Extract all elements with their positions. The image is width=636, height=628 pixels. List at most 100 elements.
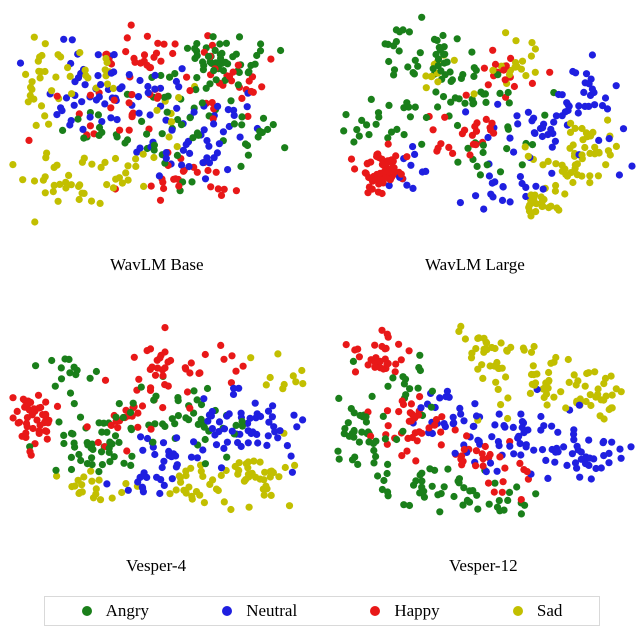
- point-sad: [531, 68, 539, 76]
- point-neutral: [409, 143, 417, 151]
- point-neutral: [94, 51, 102, 59]
- point-sad: [561, 190, 569, 198]
- legend-label-angry: Angry: [105, 601, 150, 620]
- point-angry: [350, 138, 358, 146]
- point-neutral: [74, 74, 83, 82]
- point-neutral: [599, 439, 607, 447]
- point-sad: [88, 160, 96, 168]
- point-happy: [267, 55, 275, 63]
- point-sad: [604, 116, 612, 124]
- point-happy: [438, 413, 446, 421]
- point-happy: [347, 155, 356, 163]
- point-angry: [200, 423, 208, 431]
- point-angry: [434, 491, 442, 499]
- point-angry: [235, 33, 244, 41]
- point-angry: [259, 114, 268, 122]
- point-happy: [227, 379, 235, 387]
- point-angry: [470, 72, 478, 80]
- point-neutral: [136, 144, 144, 152]
- point-angry: [404, 63, 412, 71]
- point-neutral: [576, 473, 584, 481]
- point-happy: [232, 187, 240, 195]
- point-sad: [68, 90, 76, 98]
- point-happy: [212, 168, 220, 176]
- point-neutral: [199, 159, 207, 167]
- point-sad: [504, 394, 512, 402]
- point-sad: [28, 78, 36, 86]
- point-sad: [266, 373, 274, 382]
- point-sad: [479, 374, 487, 382]
- point-sad: [175, 94, 183, 102]
- point-neutral: [417, 404, 425, 412]
- point-sad: [524, 152, 532, 160]
- point-angry: [504, 88, 512, 97]
- point-happy: [395, 340, 403, 348]
- point-happy: [35, 427, 43, 435]
- point-happy: [156, 196, 165, 204]
- point-angry: [541, 111, 549, 119]
- point-neutral: [116, 85, 124, 93]
- point-angry: [88, 454, 96, 462]
- point-angry: [370, 446, 378, 455]
- point-neutral: [299, 416, 307, 424]
- point-angry: [186, 114, 194, 122]
- point-happy: [33, 416, 41, 424]
- point-sad: [545, 204, 553, 212]
- point-angry: [67, 465, 76, 474]
- point-sad: [527, 348, 536, 356]
- point-happy: [392, 152, 400, 160]
- point-happy: [481, 442, 489, 451]
- point-neutral: [509, 148, 518, 156]
- point-neutral: [436, 394, 444, 402]
- point-sad: [422, 72, 430, 80]
- point-happy: [463, 432, 471, 440]
- point-happy: [459, 457, 467, 465]
- point-angry: [390, 71, 398, 79]
- point-angry: [256, 47, 265, 55]
- point-sad: [470, 90, 478, 98]
- point-angry: [164, 92, 172, 100]
- point-neutral: [98, 118, 106, 126]
- point-sad: [89, 494, 98, 502]
- point-happy: [418, 429, 426, 437]
- point-angry: [171, 70, 179, 78]
- point-sad: [558, 161, 566, 169]
- point-happy: [114, 424, 122, 432]
- point-angry: [411, 103, 419, 111]
- point-angry: [168, 415, 176, 423]
- point-angry: [335, 394, 343, 402]
- point-happy: [28, 411, 36, 419]
- point-neutral: [616, 445, 624, 453]
- point-sad: [275, 473, 283, 481]
- point-angry: [198, 99, 206, 107]
- point-angry: [51, 382, 59, 390]
- point-happy: [486, 450, 494, 459]
- point-sad: [41, 112, 49, 120]
- point-happy: [383, 360, 391, 369]
- point-angry: [103, 428, 111, 436]
- point-neutral: [94, 72, 102, 80]
- point-happy: [371, 363, 379, 371]
- point-neutral: [563, 99, 571, 107]
- point-angry: [269, 121, 277, 129]
- point-neutral: [489, 193, 497, 201]
- point-happy: [154, 364, 162, 372]
- legend-item-happy: Happy: [370, 601, 440, 621]
- point-angry: [418, 13, 426, 21]
- point-angry: [192, 86, 200, 94]
- point-angry: [384, 460, 392, 468]
- point-angry: [57, 364, 65, 372]
- point-neutral: [516, 173, 525, 181]
- point-happy: [407, 400, 415, 408]
- point-angry: [277, 46, 285, 55]
- point-happy: [460, 445, 468, 454]
- point-neutral: [86, 113, 94, 121]
- point-neutral: [605, 135, 613, 143]
- point-angry: [472, 66, 480, 74]
- point-happy: [146, 365, 154, 373]
- point-happy: [469, 140, 477, 148]
- point-sad: [511, 59, 520, 67]
- point-angry: [353, 126, 361, 134]
- point-angry: [190, 409, 198, 417]
- point-sad: [289, 372, 297, 380]
